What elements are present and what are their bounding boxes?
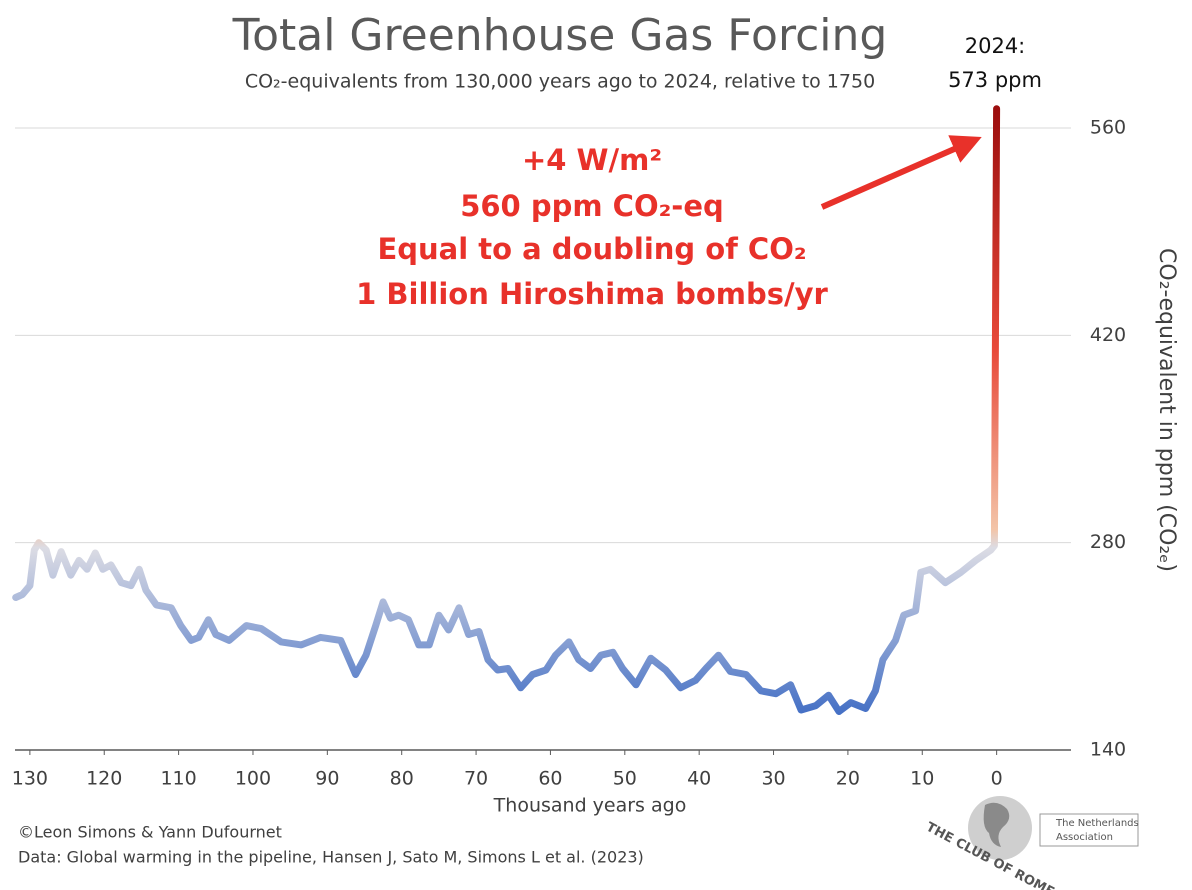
arrow	[820, 135, 982, 210]
x-tick-label: 130	[12, 768, 48, 790]
x-tick-label: 60	[538, 768, 562, 790]
credit: Data: Global warming in the pipeline, Ha…	[18, 848, 644, 867]
annotation: 1 Billion Hiroshima bombs/yr	[356, 277, 828, 311]
end-annotation: 573 ppm	[948, 68, 1042, 92]
y-tick-label: 280	[1090, 531, 1126, 553]
x-tick-label: 100	[235, 768, 271, 790]
data-line	[12, 105, 1001, 715]
chart-title: Total Greenhouse Gas Forcing	[232, 10, 888, 61]
x-axis-label: Thousand years ago	[493, 795, 687, 817]
y-tick-label: 560	[1090, 117, 1126, 139]
x-tick-label: 10	[910, 768, 934, 790]
x-tick-label: 0	[991, 768, 1003, 790]
annotation: Equal to a doubling of CO₂	[377, 232, 806, 266]
chart-subtitle: CO₂-equivalents from 130,000 years ago t…	[245, 71, 875, 93]
logo-land	[983, 802, 1010, 847]
logo-box	[1039, 813, 1139, 847]
y-tick-label: 420	[1090, 324, 1126, 346]
x-tick-label: 70	[464, 768, 488, 790]
x-tick-label: 20	[836, 768, 860, 790]
x-tick-label: 50	[613, 768, 637, 790]
logo-association: The Netherlands	[1055, 818, 1139, 829]
x-tick-label: 30	[761, 768, 785, 790]
annotation: +4 W/m²	[522, 143, 662, 177]
credit: ©Leon Simons & Yann Dufournet	[18, 823, 282, 842]
x-tick-label: 40	[687, 768, 711, 790]
x-tick-label: 80	[390, 768, 414, 790]
x-tick-label: 120	[86, 768, 122, 790]
x-tick-label: 90	[315, 768, 339, 790]
annotation: 560 ppm CO₂-eq	[460, 189, 724, 223]
logo-association: Association	[1056, 832, 1113, 843]
x-tick-label: 110	[160, 768, 196, 790]
y-tick-label: 140	[1090, 739, 1126, 761]
end-annotation: 2024:	[965, 34, 1026, 58]
y-axis-label: CO₂-equivalent in ppm (CO₂ₑ)	[1154, 248, 1179, 572]
logo: THE CLUB OF ROME The Netherlands Associa…	[923, 796, 1139, 890]
